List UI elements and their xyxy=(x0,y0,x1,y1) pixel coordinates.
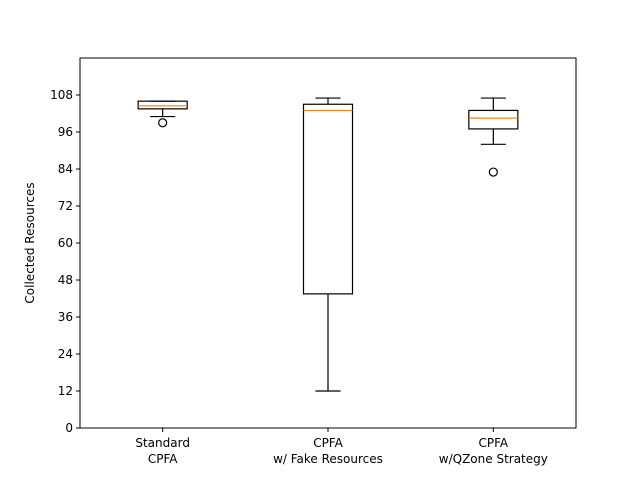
box-group xyxy=(137,100,188,128)
box-group xyxy=(302,97,354,392)
y-tick-label: 60 xyxy=(58,236,73,250)
y-tick-label: 12 xyxy=(58,384,73,398)
y-tick-label: 72 xyxy=(58,199,73,213)
y-tick-label: 36 xyxy=(58,310,73,324)
box xyxy=(302,103,354,295)
y-tick-label: 96 xyxy=(58,125,73,139)
x-axis: Standard CPFA CPFA w/ Fake Resources CPFA w/Q… xyxy=(135,428,548,466)
x-tick-label: CPFA w/ Fake Resources xyxy=(273,436,383,466)
axes-frame xyxy=(79,57,577,429)
y-tick-label: 108 xyxy=(50,88,73,102)
plot-area xyxy=(137,97,519,392)
box xyxy=(137,100,188,110)
x-tick-label: CPFA w/QZone Strategy xyxy=(439,436,548,466)
y-tick-label: 24 xyxy=(58,347,73,361)
y-axis-title: Collected Resources xyxy=(23,182,37,303)
y-tick-label: 84 xyxy=(58,162,73,176)
y-tick-label: 0 xyxy=(65,421,73,435)
box-group xyxy=(468,97,519,177)
x-tick-label: Standard CPFA xyxy=(135,436,190,466)
y-tick-label: 48 xyxy=(58,273,73,287)
box xyxy=(468,109,519,130)
y-axis: 0 12 24 36 48 60 72 84 96 108 xyxy=(50,88,80,435)
outlier-point xyxy=(488,167,498,177)
outlier-point xyxy=(158,118,168,128)
